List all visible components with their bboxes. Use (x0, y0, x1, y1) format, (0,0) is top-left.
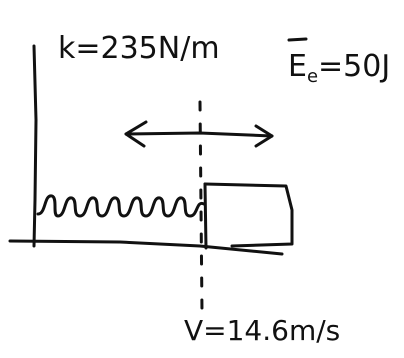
energy-value: =50J (318, 49, 390, 84)
spring-constant-label: k=235N/m (58, 31, 220, 66)
energy-symbol: E (288, 49, 307, 84)
energy-subscript: e (307, 66, 318, 87)
energy-bar (289, 39, 306, 40)
energy-label: Ee=50J (288, 49, 390, 87)
block-left-edge (205, 184, 206, 248)
wall (34, 46, 36, 246)
velocity-label: V=14.6m/s (184, 314, 340, 347)
diagram: k=235N/m Ee=50J V=14.6m/s (0, 0, 404, 358)
page: k=235N/m Ee=50J V=14.6m/s (() => { const… (0, 0, 404, 358)
